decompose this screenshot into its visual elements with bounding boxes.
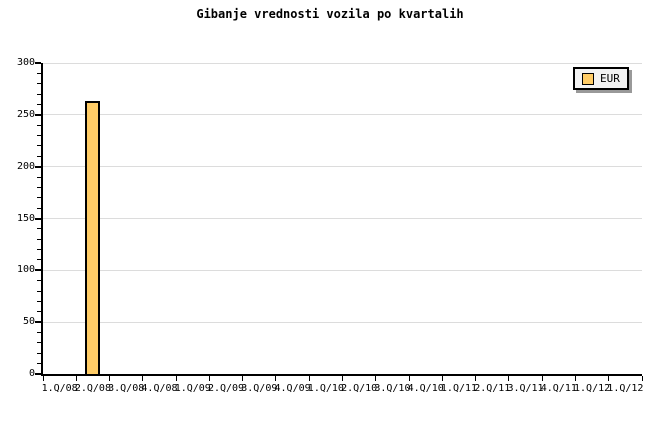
legend-swatch-eur	[582, 72, 594, 85]
y-axis-tick-minor	[37, 155, 41, 157]
x-axis-tick	[574, 376, 576, 381]
y-axis-tick-label: 50	[22, 316, 35, 328]
x-axis-tick-label: 4.Q/11	[540, 383, 577, 394]
x-axis-tick	[641, 376, 643, 381]
y-axis-tick-minor	[37, 238, 41, 240]
y-axis-tick-minor	[37, 300, 41, 302]
y-axis-tick-major	[35, 62, 41, 64]
x-axis-tick	[175, 376, 177, 381]
x-axis-tick-label: 3.Q/09	[241, 383, 278, 394]
x-axis-tick	[42, 376, 44, 381]
y-axis-tick-minor	[37, 145, 41, 147]
legend-label-eur: EUR	[600, 72, 620, 85]
x-axis-tick	[508, 376, 510, 381]
x-axis-tick-label: 2.Q/09	[207, 383, 245, 394]
y-axis-tick-minor	[37, 103, 41, 105]
y-axis-tick-major	[35, 165, 41, 168]
x-axis-tick-label: 1.Q/08	[41, 383, 78, 394]
y-axis-tick-minor	[37, 93, 41, 95]
bar-eur	[85, 101, 101, 374]
y-axis-tick-minor	[37, 290, 41, 292]
x-axis-tick-label: 4.Q/08	[141, 383, 178, 394]
h-gridline	[43, 321, 642, 323]
x-axis-tick-label: 2.Q/11	[474, 383, 511, 394]
x-axis-tick-label: 1.Q/09	[174, 383, 211, 394]
legend-box: EUR	[573, 67, 629, 90]
x-axis-tick-label: 3.Q/10	[374, 383, 411, 394]
x-axis-tick-label: 1.Q/11	[440, 383, 478, 394]
y-axis-tick-minor	[37, 135, 41, 137]
h-gridline	[43, 269, 642, 271]
y-axis-tick-minor	[37, 259, 41, 261]
x-axis-tick-label: 1.Q/12	[574, 383, 611, 394]
x-axis-tick-label: 2.Q/10	[341, 383, 378, 394]
y-axis-tick-minor	[37, 249, 41, 251]
h-gridline	[43, 114, 642, 116]
y-axis-tick-minor	[37, 124, 41, 126]
x-axis-tick-label: 3.Q/08	[108, 383, 145, 394]
y-axis-tick-label: 100	[16, 264, 35, 276]
y-axis-tick-major	[35, 113, 41, 116]
x-axis-tick	[541, 376, 543, 381]
y-axis-tick-label: 150	[16, 212, 35, 224]
x-axis-tick	[275, 376, 277, 381]
y-axis-tick-minor	[37, 228, 41, 230]
y-axis-tick-major	[35, 269, 41, 272]
x-axis-tick	[208, 376, 210, 381]
x-axis-tick-label: 4.Q/10	[407, 383, 444, 394]
y-axis-tick-minor	[37, 342, 41, 344]
y-axis-tick-label: 200	[16, 160, 35, 172]
h-gridline	[43, 218, 642, 219]
y-axis-tick-label: 300	[16, 57, 35, 68]
x-axis-tick	[342, 376, 343, 381]
x-axis-tick-label: 2.Q/08	[74, 383, 111, 394]
x-axis-tick-label: 1.Q/12	[607, 383, 644, 394]
x-axis-tick	[308, 376, 310, 381]
x-axis-tick	[408, 376, 410, 381]
y-axis-tick-minor	[37, 83, 41, 85]
y-axis-tick-minor	[37, 311, 41, 313]
y-axis-tick-minor	[37, 280, 41, 282]
x-axis-tick	[475, 376, 477, 381]
y-axis-tick-minor	[37, 332, 41, 334]
x-axis-tick-label: 3.Q/11	[507, 383, 544, 394]
x-axis-tick	[109, 376, 111, 381]
x-axis-tick	[242, 376, 244, 381]
y-axis-tick-minor	[37, 197, 41, 199]
y-axis-tick-label: 0	[28, 368, 35, 379]
y-axis-tick-major	[35, 321, 41, 324]
y-axis-tick-major	[35, 217, 41, 220]
y-axis-tick-minor	[37, 352, 41, 354]
y-axis-tick-minor	[37, 176, 41, 178]
x-axis-tick	[142, 376, 144, 381]
chart-title: Gibanje vrednosti vozila po kvartalih	[196, 7, 464, 21]
y-axis-tick-label: 250	[16, 108, 35, 120]
x-axis-tick-label: 4.Q/09	[274, 383, 311, 394]
x-axis-tick	[75, 376, 77, 381]
x-axis-tick	[608, 376, 610, 381]
y-axis-tick-major	[35, 373, 41, 375]
x-axis-tick-label: 1.Q/10	[307, 383, 344, 394]
y-axis-tick-minor	[37, 186, 41, 188]
x-axis-tick	[441, 376, 443, 381]
y-axis-tick-minor	[37, 363, 41, 365]
y-axis-tick-minor	[37, 207, 41, 209]
plot-area: 0 50 100 150 200 250 300 1.Q/08 2.Q/08 3.Q/08 4.Q/…	[17, 57, 643, 394]
h-gridline	[43, 166, 642, 168]
y-axis-tick-minor	[37, 72, 41, 74]
h-gridline	[43, 62, 642, 64]
x-axis-tick	[375, 376, 377, 381]
